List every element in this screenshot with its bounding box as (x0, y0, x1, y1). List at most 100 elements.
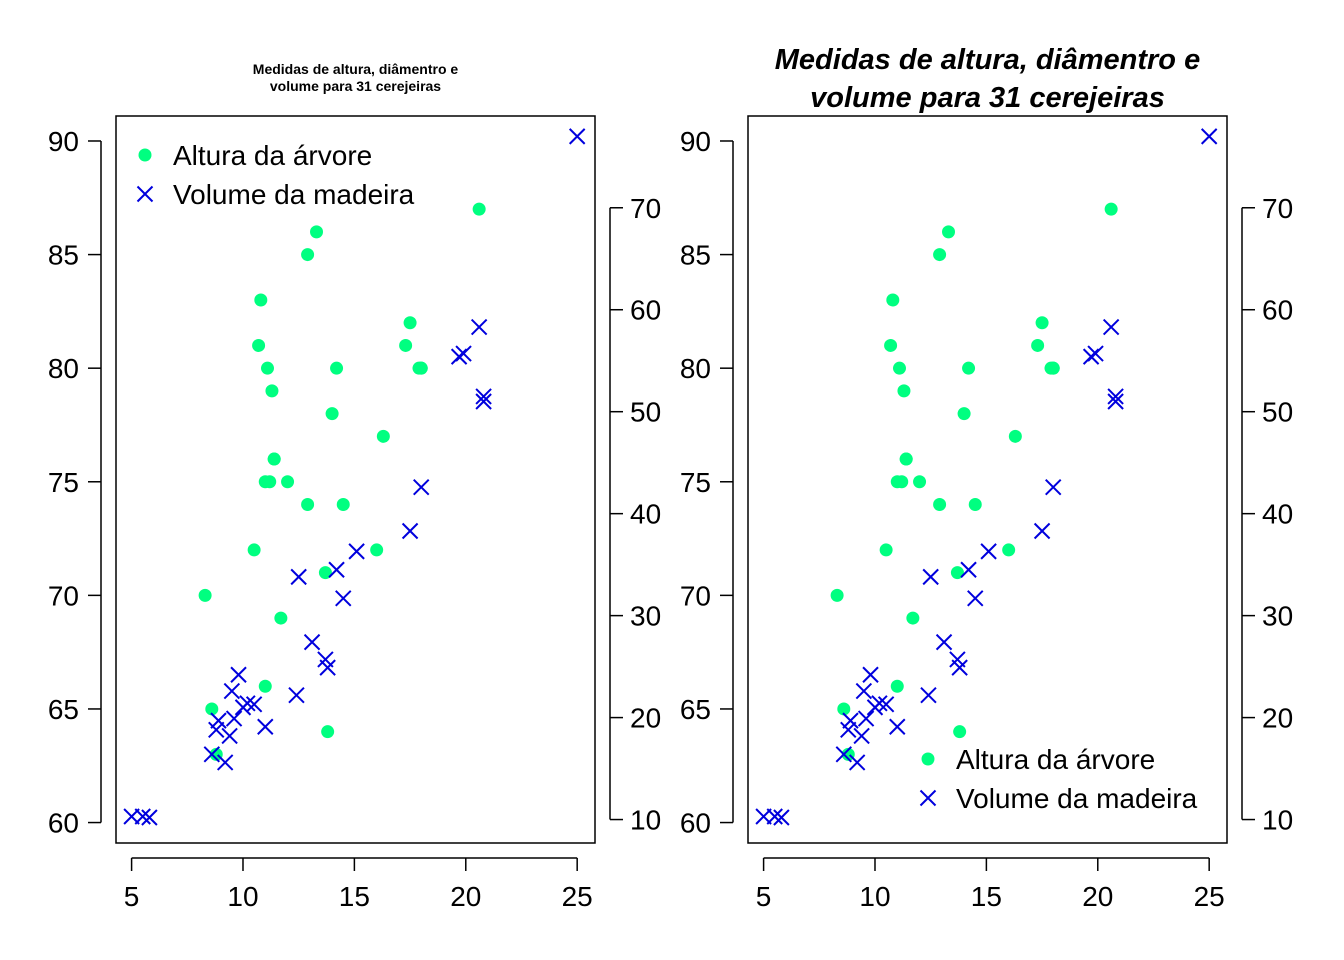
data-point-circle (370, 543, 384, 557)
data-point-circle (879, 543, 893, 557)
y-right-tick-label: 40 (1262, 499, 1293, 530)
data-point-x (853, 727, 870, 745)
data-point-x (239, 695, 256, 712)
data-point-x (877, 696, 895, 713)
data-point-x (257, 718, 274, 735)
y-right-tick-label: 50 (1262, 397, 1293, 428)
data-point-x (960, 561, 977, 578)
data-point-x (1033, 522, 1051, 540)
data-point-circle (318, 566, 332, 580)
y-left-tick-label: 65 (48, 694, 79, 725)
series-altura (198, 202, 486, 761)
y-left-tick-label: 75 (680, 467, 711, 498)
y-right-tick-label: 10 (630, 805, 661, 836)
data-point-circle (247, 543, 261, 557)
data-point-x (223, 682, 241, 700)
data-point-circle (310, 225, 324, 239)
data-point-x (203, 746, 221, 763)
y-right-tick-label: 20 (1262, 703, 1293, 734)
data-point-x (871, 695, 888, 712)
x-tick-label: 5 (124, 881, 140, 912)
x-tick-label: 15 (971, 881, 1002, 912)
data-point-x (328, 561, 345, 578)
y-right-tick-label: 10 (1262, 805, 1293, 836)
data-point-x (889, 718, 906, 735)
data-point-circle (957, 407, 971, 421)
y-left-tick-label: 85 (680, 240, 711, 271)
legend-marker-circle (921, 752, 935, 766)
data-point-circle (895, 475, 909, 489)
data-point-x (773, 809, 790, 826)
data-point-circle (198, 588, 212, 602)
data-point-x (348, 543, 365, 560)
data-point-x (766, 808, 783, 825)
data-point-x (1045, 478, 1062, 496)
data-point-circle (265, 384, 279, 398)
data-point-circle (321, 725, 335, 739)
data-point-x (922, 568, 939, 586)
data-point-x (1200, 128, 1218, 145)
x-tick-label: 10 (859, 881, 890, 912)
data-point-x (475, 388, 492, 405)
data-point-circle (933, 497, 947, 511)
legend-label: Altura da árvore (956, 744, 1155, 775)
data-point-x (288, 686, 305, 704)
series-volume (123, 128, 586, 826)
data-point-circle (897, 384, 911, 398)
data-point-circle (414, 361, 428, 375)
data-point-circle (325, 407, 339, 421)
data-point-x (855, 682, 873, 700)
data-point-x (413, 478, 430, 496)
data-point-x (401, 522, 419, 540)
x-tick-label: 10 (227, 881, 258, 912)
data-point-x (475, 393, 492, 410)
data-point-x (920, 686, 937, 704)
data-point-circle (267, 452, 281, 466)
data-point-circle (1104, 202, 1118, 216)
y-left-tick-label: 60 (680, 808, 711, 839)
y-right-tick-label: 60 (1262, 295, 1293, 326)
data-point-circle (892, 361, 906, 375)
data-point-x (1102, 318, 1120, 336)
data-point-circle (906, 611, 920, 625)
data-point-x (835, 746, 853, 763)
data-point-x (862, 666, 879, 683)
series-altura (830, 202, 1118, 761)
data-point-circle (301, 497, 315, 511)
data-point-circle (968, 497, 982, 511)
data-point-circle (950, 566, 964, 580)
data-point-circle (890, 679, 904, 693)
y-left-tick-label: 65 (680, 694, 711, 725)
y-left-tick-label: 90 (48, 126, 79, 157)
data-point-x (951, 659, 968, 676)
y-right-tick-label: 30 (1262, 601, 1293, 632)
data-point-x (216, 754, 234, 771)
x-tick-label: 5 (756, 881, 772, 912)
y-right-tick-label: 50 (630, 397, 661, 428)
data-point-x (319, 659, 336, 676)
data-point-x (568, 128, 586, 145)
data-point-circle (830, 588, 844, 602)
chart-title-line: Medidas de altura, diâmentro e (775, 44, 1200, 76)
y-right-tick-label: 70 (1262, 193, 1293, 224)
y-left-tick-label: 60 (48, 808, 79, 839)
data-point-x (141, 809, 158, 826)
chart-title-line: volume para 31 cerejeiras (270, 78, 441, 94)
data-point-x (221, 727, 238, 745)
data-point-x (857, 710, 875, 727)
data-point-circle (472, 202, 486, 216)
data-point-x (225, 710, 243, 727)
y-right-tick-label: 70 (630, 193, 661, 224)
data-point-circle (933, 248, 947, 262)
data-point-circle (274, 611, 288, 625)
data-point-circle (301, 248, 315, 262)
data-point-x (210, 712, 227, 729)
legend-marker-x (136, 185, 154, 203)
y-right-tick-label: 60 (630, 295, 661, 326)
data-point-circle (886, 293, 900, 307)
data-point-x (335, 590, 352, 607)
legend-label: Altura da árvore (173, 140, 372, 171)
y-left-tick-label: 70 (680, 580, 711, 611)
panel-2: Medidas de altura, diâmentro e volume par… (680, 44, 1293, 912)
